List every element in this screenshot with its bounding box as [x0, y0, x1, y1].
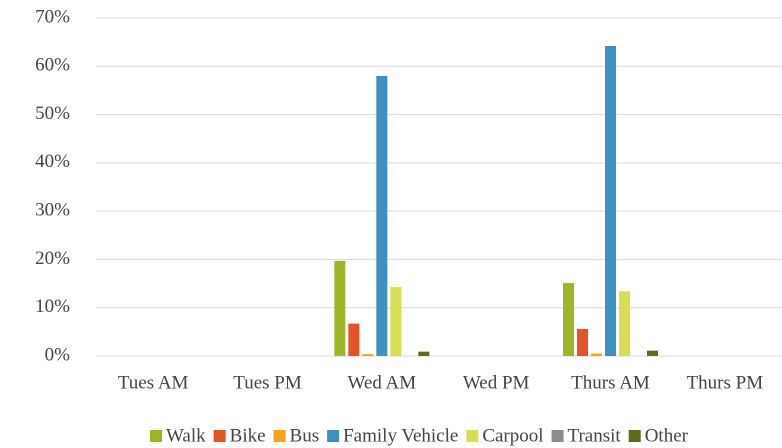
legend-swatch — [466, 430, 479, 442]
y-tick-label: 30% — [35, 200, 70, 221]
y-tick-label: 70% — [35, 6, 70, 27]
bar — [362, 354, 374, 356]
y-tick-label: 40% — [35, 151, 70, 172]
y-tick-label: 60% — [35, 55, 70, 76]
x-tick-label: Thurs PM — [687, 372, 764, 393]
bar — [563, 283, 574, 356]
bar — [418, 351, 430, 356]
legend-swatch — [273, 430, 286, 442]
y-tick-label: 50% — [35, 103, 70, 124]
bar — [334, 260, 346, 356]
bar — [605, 46, 616, 357]
legend-label: Carpool — [482, 425, 543, 446]
x-tick-label: Tues AM — [118, 372, 189, 393]
y-tick-label: 10% — [35, 296, 70, 317]
x-tick-label: Wed PM — [463, 372, 530, 393]
y-tick-label: 0% — [45, 344, 71, 365]
bar — [348, 323, 360, 356]
legend-label: Walk — [166, 425, 206, 446]
y-tick-label: 20% — [35, 248, 70, 269]
legend-swatch — [213, 430, 226, 442]
bar — [591, 353, 602, 356]
legend-swatch — [628, 430, 641, 442]
legend-label: Bus — [290, 425, 320, 446]
legend-swatch — [327, 430, 340, 442]
x-tick-label: Tues PM — [233, 372, 302, 393]
bar — [647, 350, 658, 356]
x-tick-label: Wed AM — [347, 372, 416, 393]
bar — [376, 75, 388, 356]
bar — [390, 286, 402, 356]
x-tick-label: Thurs AM — [571, 372, 650, 393]
legend-label: Transit — [568, 425, 622, 446]
legend-label: Other — [645, 425, 689, 446]
legend-swatch — [150, 430, 163, 442]
legend-swatch — [551, 430, 564, 442]
bar — [619, 291, 630, 356]
legend-label: Family Vehicle — [343, 425, 458, 446]
legend-label: Bike — [230, 425, 266, 446]
bar — [577, 328, 588, 356]
